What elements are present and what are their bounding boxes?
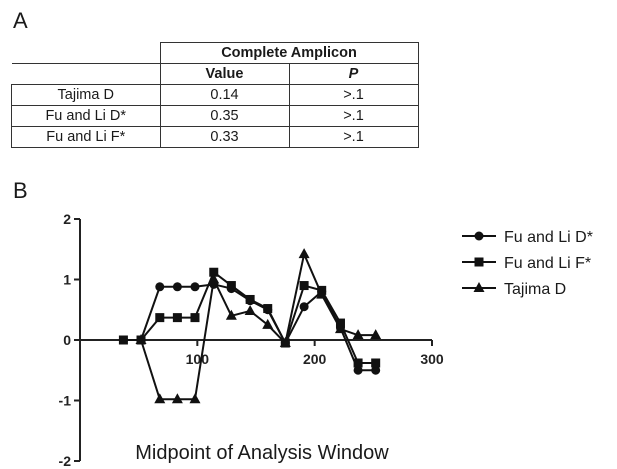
col-header-value: Value bbox=[159, 63, 290, 85]
data-point-fu-and-li-f bbox=[118, 335, 128, 345]
legend-marker-fu-and-li-f bbox=[474, 257, 484, 267]
data-point-tajima-d bbox=[154, 393, 166, 404]
data-point-fu-and-li-f bbox=[263, 304, 273, 314]
row-value: 0.35 bbox=[159, 105, 290, 127]
data-point-fu-and-li-d bbox=[353, 365, 363, 375]
x-tick-label: 100 bbox=[186, 351, 210, 367]
data-point-fu-and-li-d bbox=[299, 302, 309, 312]
table-corner bbox=[11, 42, 161, 64]
data-point-fu-and-li-f bbox=[299, 281, 309, 291]
row-p: >.1 bbox=[288, 84, 419, 106]
x-tick-label: 300 bbox=[420, 351, 444, 367]
data-point-tajima-d bbox=[135, 334, 147, 344]
data-point-fu-and-li-f bbox=[155, 313, 165, 323]
data-point-fu-and-li-f bbox=[371, 358, 381, 368]
data-point-tajima-d bbox=[279, 337, 291, 348]
data-point-tajima-d bbox=[208, 273, 220, 284]
data-point-fu-and-li-f bbox=[190, 313, 200, 323]
data-point-tajima-d bbox=[298, 248, 310, 259]
data-point-tajima-d bbox=[334, 323, 346, 334]
data-point-fu-and-li-f bbox=[172, 313, 182, 323]
y-tick-label: -1 bbox=[59, 393, 72, 409]
row-label: Fu and Li F* bbox=[11, 126, 161, 148]
row-p: >.1 bbox=[288, 126, 419, 148]
data-point-tajima-d bbox=[225, 309, 237, 320]
data-point-fu-and-li-d bbox=[155, 282, 165, 292]
line-chart: -2 -1 0 1 2 100 200 300 Midpoint of Analysis Win… bbox=[59, 211, 593, 469]
data-point-tajima-d bbox=[171, 393, 183, 404]
row-label: Fu and Li D* bbox=[11, 105, 161, 127]
data-point-fu-and-li-d bbox=[190, 282, 200, 292]
statistics-table: Complete Amplicon Value P Tajima D 0.14 … bbox=[11, 42, 419, 148]
x-tick-label: 200 bbox=[303, 351, 327, 367]
table-row: Tajima D 0.14 >.1 bbox=[11, 84, 419, 106]
data-point-tajima-d bbox=[244, 304, 256, 315]
data-point-fu-and-li-d bbox=[172, 282, 182, 292]
y-tick-label: 0 bbox=[63, 332, 71, 348]
row-value: 0.14 bbox=[159, 84, 290, 106]
legend-label-fu-and-li-d: Fu and Li D* bbox=[504, 229, 593, 246]
data-point-tajima-d bbox=[316, 288, 328, 299]
y-tick-label: -2 bbox=[59, 453, 72, 469]
data-point-tajima-d bbox=[189, 393, 201, 404]
panel-a-label: A bbox=[13, 8, 28, 33]
table-row: Fu and Li F* 0.33 >.1 bbox=[11, 126, 419, 148]
row-label: Tajima D bbox=[11, 84, 161, 106]
legend-label-tajima-d: Tajima D bbox=[504, 281, 566, 298]
col-header-p: P bbox=[288, 63, 419, 85]
y-tick-label: 1 bbox=[63, 272, 71, 288]
data-point-fu-and-li-f bbox=[209, 267, 219, 277]
data-point-tajima-d bbox=[370, 329, 382, 340]
data-point-fu-and-li-f bbox=[335, 318, 345, 328]
legend-marker-tajima-d bbox=[473, 282, 485, 292]
y-tick-label: 2 bbox=[63, 211, 71, 227]
data-point-fu-and-li-f bbox=[353, 358, 363, 368]
legend-marker-fu-and-li-d bbox=[474, 231, 484, 241]
data-point-fu-and-li-d bbox=[371, 365, 381, 375]
panel-b-label: B bbox=[13, 178, 28, 203]
table-corner-2 bbox=[11, 63, 161, 85]
row-p: >.1 bbox=[288, 105, 419, 127]
data-point-tajima-d bbox=[352, 329, 364, 340]
data-point-fu-and-li-f bbox=[226, 281, 236, 291]
data-point-fu-and-li-f bbox=[245, 294, 255, 304]
data-point-tajima-d bbox=[262, 318, 274, 329]
table-row: Fu and Li D* 0.35 >.1 bbox=[11, 105, 419, 127]
x-axis-title: Midpoint of Analysis Window bbox=[135, 442, 389, 464]
legend-label-fu-and-li-f: Fu and Li F* bbox=[504, 255, 591, 272]
table-group-header: Complete Amplicon bbox=[159, 42, 419, 64]
row-value: 0.33 bbox=[159, 126, 290, 148]
